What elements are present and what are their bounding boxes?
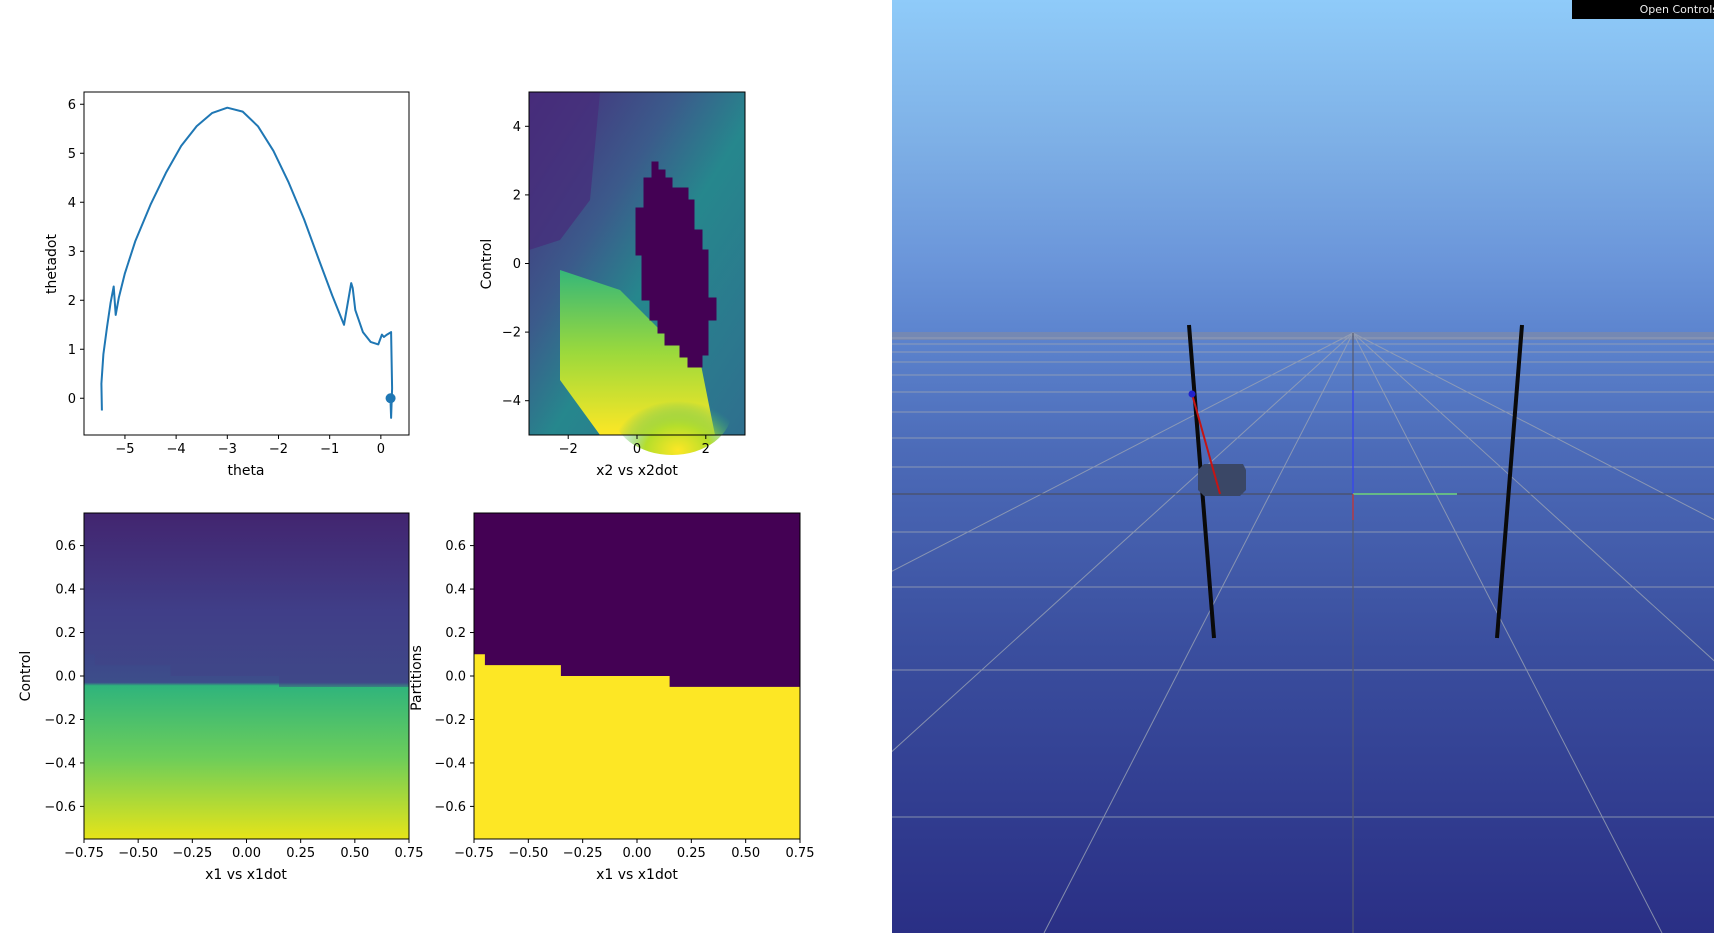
phase-plot-xlabel: theta	[227, 463, 264, 479]
pendulum-tip	[1188, 390, 1196, 398]
right-rail	[1495, 324, 1524, 639]
xtick-label: 0.00	[623, 846, 652, 861]
ytick-label: 2	[513, 188, 521, 203]
partitions-heatmap-x1: −0.75 −0.50 −0.25 0.00 0.25 0.50 0.75 −0.6 −0.4…	[409, 512, 814, 883]
xtick-label: 0.75	[395, 846, 424, 861]
heatmap-x2-glow	[612, 365, 732, 455]
xtick-label: −5	[115, 442, 134, 457]
ytick-label: 0	[513, 257, 521, 272]
ytick-label: 0.4	[55, 583, 76, 598]
3d-viewport[interactable]: Open Controls	[892, 0, 1714, 933]
pendulum-pole	[1191, 393, 1221, 495]
ground-grid	[892, 332, 1714, 933]
xtick-label: −4	[167, 442, 186, 457]
horizon-band	[892, 332, 1714, 340]
ytick-label: 0.4	[445, 583, 466, 598]
ytick-label: −0.2	[44, 713, 76, 728]
ytick-label: 4	[513, 120, 521, 135]
scene-svg	[892, 324, 1714, 933]
plots-panel: −5 −4 −3 −2 −1 0 0 1 2 3 4 5 6 theta thetadot −2 0 2 …	[18, 91, 815, 883]
control-heatmap-x1: −0.75 −0.50 −0.25 0.00 0.25 0.50 0.75 −0.6 −0.4…	[18, 512, 423, 883]
phase-plot-yticks: 0 1 2 3 4 5 6	[68, 98, 84, 407]
ytick-label: −0.6	[44, 800, 76, 815]
partitions-ylabel: Partitions	[409, 645, 425, 711]
ytick-label: −2	[502, 326, 521, 341]
xtick-label: 0.00	[232, 846, 261, 861]
xtick-label: 0.25	[677, 846, 706, 861]
xtick-label: 0	[633, 442, 641, 457]
xtick-label: −0.25	[172, 846, 212, 861]
ytick-label: 0.6	[55, 539, 76, 554]
heatmap-x1-xticks: −0.75 −0.50 −0.25 0.00 0.25 0.50 0.75	[64, 839, 423, 861]
heatmap-x2-xticks: −2 0 2	[559, 435, 710, 457]
ytick-label: −0.6	[434, 800, 466, 815]
heatmap-x1-xlabel: x1 vs x1dot	[205, 867, 287, 883]
xtick-label: 0	[377, 442, 385, 457]
xtick-label: 2	[702, 442, 710, 457]
xtick-label: −0.50	[118, 846, 158, 861]
ytick-label: −4	[502, 394, 521, 409]
heatmap-x1-ylabel: Control	[18, 651, 34, 702]
ytick-label: −0.4	[434, 756, 466, 771]
current-state-marker	[385, 393, 396, 404]
ytick-label: 6	[68, 98, 76, 113]
partitions-purple-region	[474, 513, 800, 687]
cart-body	[1198, 464, 1246, 496]
xtick-label: 0.25	[286, 846, 315, 861]
heatmap-x1-yticks: −0.6 −0.4 −0.2 0.0 0.2 0.4 0.6	[44, 539, 84, 815]
partitions-xlabel: x1 vs x1dot	[596, 867, 678, 883]
xtick-label: −2	[269, 442, 288, 457]
phase-plot-marks	[100, 106, 396, 419]
xtick-label: 0.50	[731, 846, 760, 861]
xtick-label: −1	[320, 442, 339, 457]
ytick-label: 1	[68, 343, 76, 358]
partitions-xticks: −0.75 −0.50 −0.25 0.00 0.25 0.50 0.75	[454, 839, 814, 861]
ytick-label: 0.2	[445, 626, 466, 641]
ytick-label: −0.2	[434, 713, 466, 728]
xtick-label: −0.25	[563, 846, 603, 861]
open-controls-button[interactable]: Open Controls	[1572, 0, 1714, 19]
control-heatmap-x2: −2 0 2 −4 −2 0 2 4 x2 vs x2dot Control	[479, 91, 746, 479]
xtick-label: −0.50	[508, 846, 548, 861]
ytick-label: 0.2	[55, 626, 76, 641]
heatmap-x2-xlabel: x2 vs x2dot	[596, 463, 678, 479]
ytick-label: 0.6	[445, 539, 466, 554]
heatmap-x2-yticks: −4 −2 0 2 4	[502, 120, 529, 409]
ytick-label: 0.0	[445, 670, 466, 685]
heatmap-x2-ylabel: Control	[479, 239, 495, 290]
ytick-label: 4	[68, 196, 76, 211]
xtick-label: −0.75	[64, 846, 104, 861]
ytick-label: 0	[68, 392, 76, 407]
heatmap-x1-upper-region	[84, 513, 409, 687]
ytick-label: 2	[68, 294, 76, 309]
phase-plot: −5 −4 −3 −2 −1 0 0 1 2 3 4 5 6 theta thetadot	[44, 91, 410, 479]
phase-plot-xticks: −5 −4 −3 −2 −1 0	[115, 435, 385, 457]
ytick-label: 0.0	[55, 670, 76, 685]
xtick-label: −0.75	[454, 846, 494, 861]
xtick-label: 0.50	[340, 846, 369, 861]
xtick-label: 0.75	[786, 846, 815, 861]
plots-figure: −5 −4 −3 −2 −1 0 0 1 2 3 4 5 6 theta thetadot −2 0 2 …	[18, 91, 814, 883]
partitions-yticks: −0.6 −0.4 −0.2 0.0 0.2 0.4 0.6	[434, 539, 474, 815]
phase-plot-frame	[83, 91, 410, 436]
heatmap-x2-partition-blob	[635, 161, 717, 368]
xtick-label: −2	[559, 442, 578, 457]
ytick-label: 5	[68, 147, 76, 162]
ytick-label: −0.4	[44, 756, 76, 771]
phase-plot-ylabel: thetadot	[44, 234, 60, 294]
trajectory-line	[100, 106, 394, 419]
ytick-label: 3	[68, 245, 76, 260]
xtick-label: −3	[218, 442, 237, 457]
heatmap-x2-dark-region	[529, 92, 600, 250]
